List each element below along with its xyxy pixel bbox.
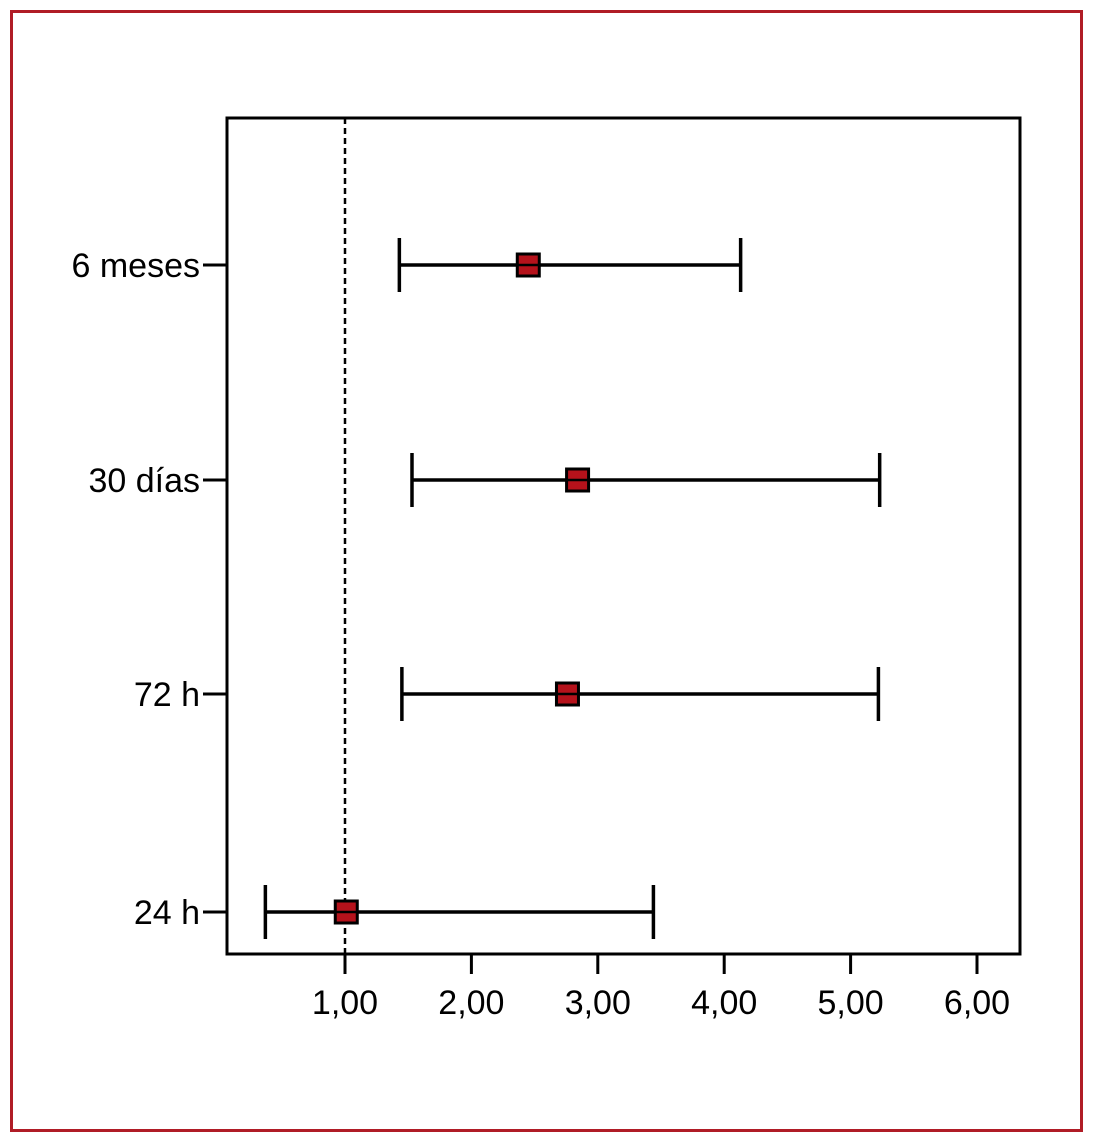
forest-row	[410, 453, 882, 507]
x-tick-label: 4,00	[691, 984, 757, 1022]
y-category-label: 6 meses	[72, 247, 201, 285]
x-tick-label: 6,00	[944, 984, 1010, 1022]
x-tick-label: 5,00	[818, 984, 884, 1022]
plot-area	[225, 116, 1022, 956]
x-tick-label: 1,00	[312, 984, 378, 1022]
forest-row	[263, 885, 656, 939]
y-category-label: 30 días	[88, 462, 200, 500]
x-tick-label: 2,00	[438, 984, 504, 1022]
y-category-label: 24 h	[134, 894, 200, 932]
forest-row	[400, 667, 881, 721]
figure-frame	[10, 10, 1083, 1132]
y-axis: 6 meses 30 días 72 h 24 h	[72, 247, 227, 932]
x-tick-label: 3,00	[565, 984, 631, 1022]
forest-row	[397, 238, 743, 292]
y-category-label: 72 h	[134, 676, 200, 714]
x-axis: 1,00 2,00 3,00 4,00 5,00 6,00	[312, 954, 1010, 1022]
forest-rows	[263, 238, 882, 939]
